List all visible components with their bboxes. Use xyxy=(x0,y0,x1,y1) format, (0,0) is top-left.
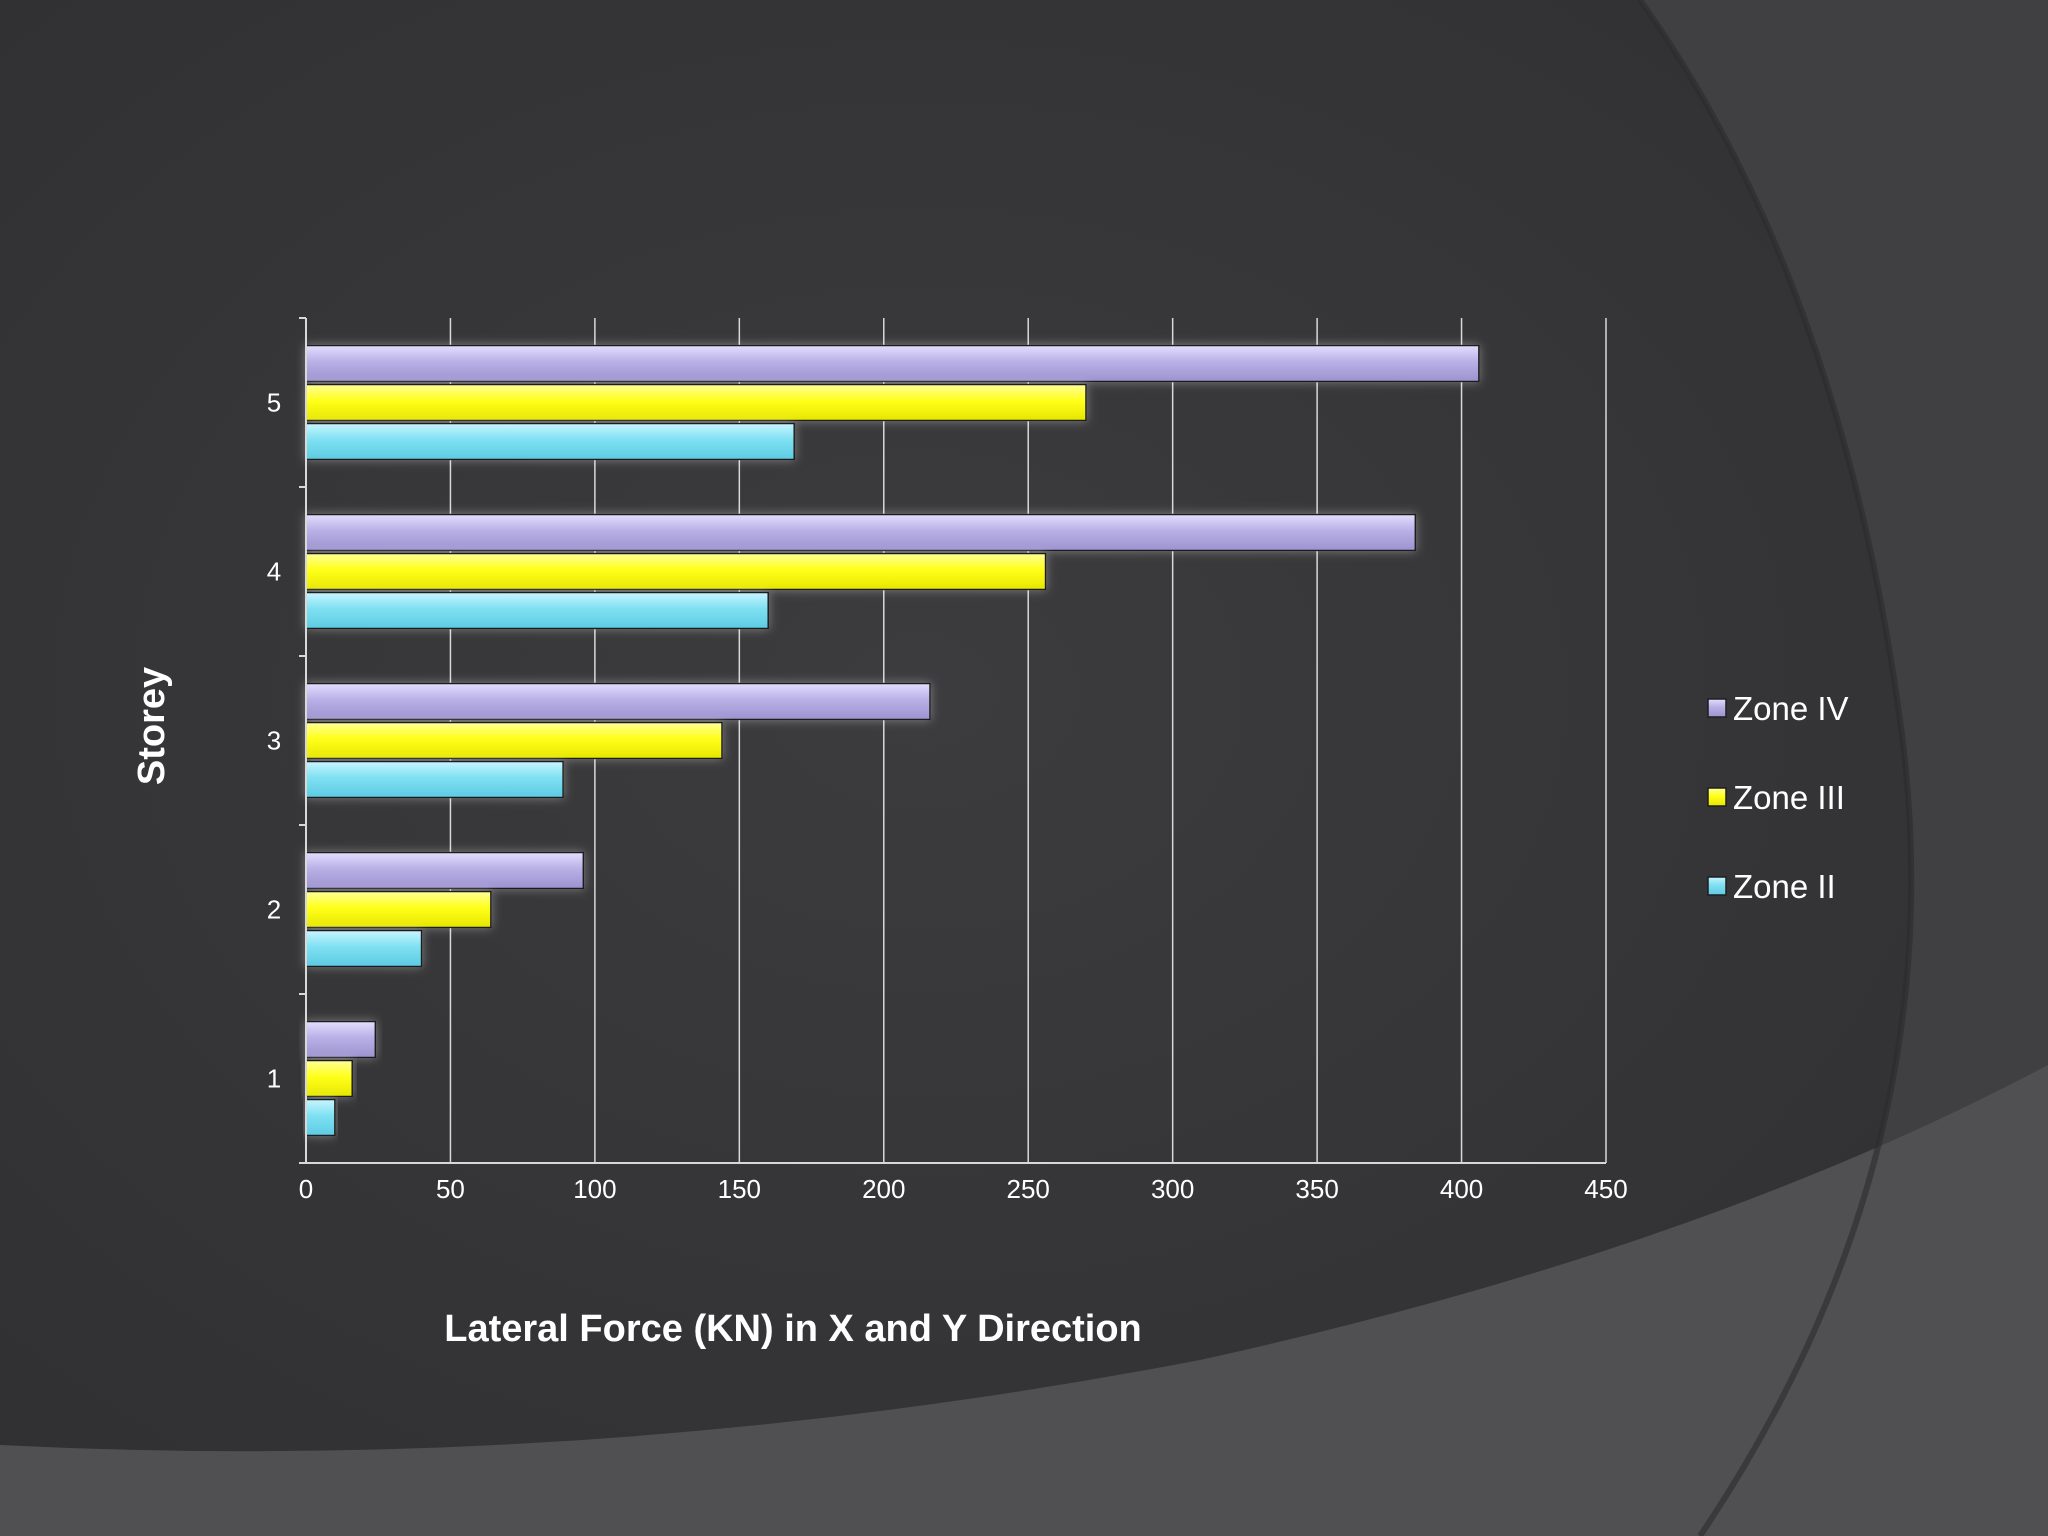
x-tick-label: 350 xyxy=(1295,1174,1338,1204)
bar-zone-ii-storey-1 xyxy=(305,1098,336,1137)
legend-label: Zone II xyxy=(1733,868,1836,905)
x-tick-label: 400 xyxy=(1440,1174,1483,1204)
legend: Zone IV Zone III Zone II xyxy=(1707,690,1849,905)
y-tick-label: 4 xyxy=(267,557,281,587)
bar-zone-ii-storey-4 xyxy=(305,591,769,630)
bar-zone-iii-storey-4 xyxy=(305,552,1047,591)
x-tick-label: 150 xyxy=(718,1174,761,1204)
bars xyxy=(305,344,1480,1137)
x-tick-label: 50 xyxy=(436,1174,465,1204)
bar-zone-iv-storey-5 xyxy=(305,344,1480,383)
y-tick-label: 3 xyxy=(267,726,281,756)
bar-zone-iii-storey-1 xyxy=(305,1059,353,1098)
legend-label: Zone IV xyxy=(1733,690,1849,727)
y-tick-label: 1 xyxy=(267,1064,281,1094)
arc-edge xyxy=(1637,0,1915,1536)
legend-swatch xyxy=(1707,876,1727,896)
x-axis-title: Lateral Force (KN) in X and Y Direction xyxy=(444,1308,1142,1350)
bottom-swoosh xyxy=(0,1065,2048,1536)
y-tick-label: 2 xyxy=(267,895,281,925)
bar-zone-iv-storey-2 xyxy=(305,851,585,890)
legend-label: Zone III xyxy=(1733,779,1845,816)
y-tick-label: 5 xyxy=(267,388,281,418)
x-tick-label: 0 xyxy=(299,1174,313,1204)
bar-zone-ii-storey-2 xyxy=(305,929,423,968)
x-tick-label: 200 xyxy=(862,1174,905,1204)
x-tick-label: 250 xyxy=(1007,1174,1050,1204)
bar-zone-ii-storey-3 xyxy=(305,760,564,799)
bar-zone-iii-storey-2 xyxy=(305,890,492,929)
legend-swatch xyxy=(1707,698,1727,718)
bar-zone-iv-storey-1 xyxy=(305,1020,377,1059)
tick-labels: 0 50 100 150 200 250 300 350 400 450 1 2 3 4 5 xyxy=(267,388,1628,1205)
x-tick-label: 100 xyxy=(573,1174,616,1204)
bar-zone-iv-storey-4 xyxy=(305,513,1417,552)
axes xyxy=(299,317,1606,1164)
y-axis-title: Storey xyxy=(131,667,173,785)
bar-zone-iv-storey-3 xyxy=(305,682,931,721)
x-tick-label: 450 xyxy=(1584,1174,1627,1204)
bar-zone-iii-storey-5 xyxy=(305,383,1087,422)
bar-zone-ii-storey-5 xyxy=(305,422,795,461)
bar-zone-iii-storey-3 xyxy=(305,721,723,760)
legend-swatch xyxy=(1707,787,1727,807)
x-tick-label: 300 xyxy=(1151,1174,1194,1204)
